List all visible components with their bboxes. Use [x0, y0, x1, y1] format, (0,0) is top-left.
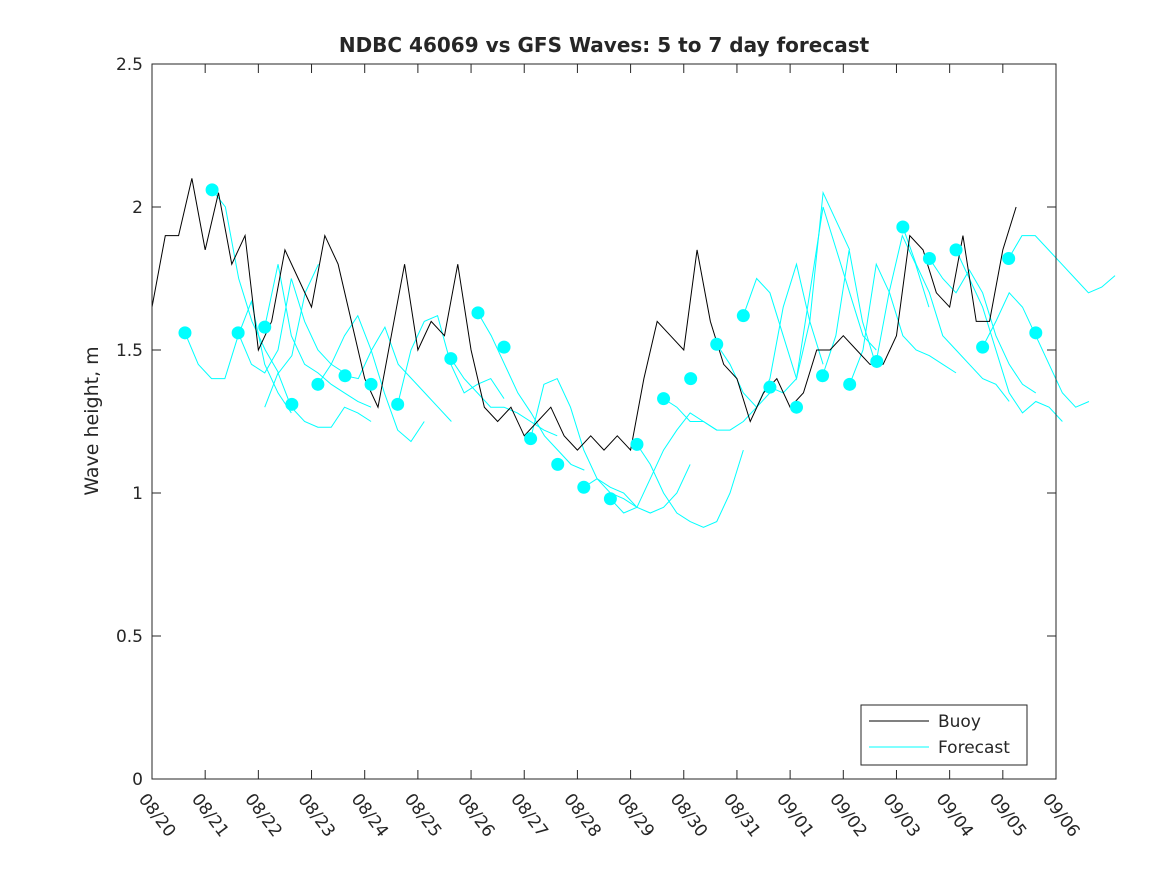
forecast-point-25 [870, 354, 884, 368]
forecast-run-line-15 [716, 262, 824, 409]
legend-box [860, 704, 1028, 766]
forecast-point-30 [1002, 251, 1016, 265]
forecast-point-13 [551, 457, 565, 471]
chart-title: NDBC 46069 vs GFS Waves: 5 to 7 day fore… [339, 33, 870, 57]
forecast-run-line-12 [610, 412, 718, 514]
forecast-run-line-1 [211, 189, 319, 374]
x-tick-label: 08/26 [453, 790, 498, 841]
y-tick-label: 1.5 [116, 341, 143, 361]
y-tick-label: 1 [132, 484, 143, 504]
y-tick-label: 0.5 [116, 627, 143, 647]
x-tick-label: 08/27 [506, 790, 551, 841]
y-tick-label: 2 [132, 198, 143, 218]
x-tick-label: 09/04 [932, 790, 977, 841]
forecast-point-22 [789, 400, 803, 414]
forecast-point-8 [391, 397, 405, 411]
forecast-point-6 [338, 369, 352, 383]
axes-box [151, 63, 1057, 780]
x-tick-label: 09/03 [878, 790, 923, 841]
x-tick-label: 09/02 [825, 790, 870, 841]
forecast-point-16 [630, 437, 644, 451]
x-tick-label: 08/25 [400, 790, 445, 841]
forecast-run-line-4 [264, 371, 372, 428]
forecast-run-line-10 [530, 377, 638, 508]
forecast-point-5 [311, 377, 325, 391]
forecast-point-28 [949, 243, 963, 257]
forecast-run-line-24 [1008, 235, 1116, 294]
forecast-point-31 [1029, 326, 1043, 340]
forecast-point-4 [285, 397, 299, 411]
forecast-point-27 [922, 251, 936, 265]
forecast-point-9 [444, 352, 458, 366]
forecast-run-line-20 [902, 226, 1010, 402]
legend: Buoy Forecast [860, 704, 1028, 766]
forecast-point-14 [577, 480, 591, 494]
forecast-point-18 [684, 372, 698, 386]
forecast-run-line-17 [769, 206, 877, 394]
x-tick-label: 08/31 [719, 790, 764, 841]
y-tick-label: 2.5 [116, 55, 143, 75]
plot-area [152, 64, 1056, 779]
x-tick-label: 09/05 [985, 790, 1030, 841]
legend-forecast-label: Forecast [938, 738, 1010, 758]
forecast-point-1 [205, 183, 219, 197]
forecast-point-26 [896, 220, 910, 234]
forecast-run-line-3 [264, 264, 372, 408]
x-tick-label: 08/24 [347, 790, 392, 841]
x-tick-label: 09/06 [1038, 790, 1083, 841]
forecast-point-0 [178, 326, 192, 340]
legend-buoy-label: Buoy [938, 712, 981, 732]
y-axis-label: Wave height, m [81, 346, 103, 495]
forecast-run-line-9 [477, 312, 585, 471]
x-tick-label: 08/29 [613, 790, 658, 841]
forecast-point-7 [364, 377, 378, 391]
forecast-point-21 [763, 380, 777, 394]
forecast-point-29 [976, 340, 990, 354]
forecast-point-3 [258, 320, 272, 334]
x-tick-label: 08/21 [187, 790, 232, 841]
x-tick-label: 08/22 [240, 790, 285, 841]
x-tick-label: 08/30 [666, 790, 711, 841]
forecast-point-11 [497, 340, 511, 354]
x-tick-label: 09/01 [772, 790, 817, 841]
forecast-run-line-2 [237, 278, 345, 374]
forecast-point-19 [710, 337, 724, 351]
forecast-point-17 [657, 392, 671, 406]
forecast-point-24 [843, 377, 857, 391]
forecast-point-10 [471, 306, 485, 320]
forecast-run-line-19 [849, 262, 957, 385]
x-tick-label: 08/28 [559, 790, 604, 841]
forecast-run-line-22 [955, 249, 1063, 422]
forecast-point-20 [736, 309, 750, 323]
x-tick-label: 08/20 [134, 790, 179, 841]
forecast-point-23 [816, 369, 830, 383]
forecast-point-2 [231, 326, 245, 340]
forecast-point-15 [603, 492, 617, 506]
forecast-run-line-13 [636, 444, 744, 528]
forecast-point-12 [524, 432, 538, 446]
forecast-run-line-14 [663, 392, 771, 431]
forecast-run-line-21 [929, 258, 1037, 394]
x-tick-label: 08/23 [294, 790, 339, 841]
y-tick-label: 0 [132, 770, 143, 790]
